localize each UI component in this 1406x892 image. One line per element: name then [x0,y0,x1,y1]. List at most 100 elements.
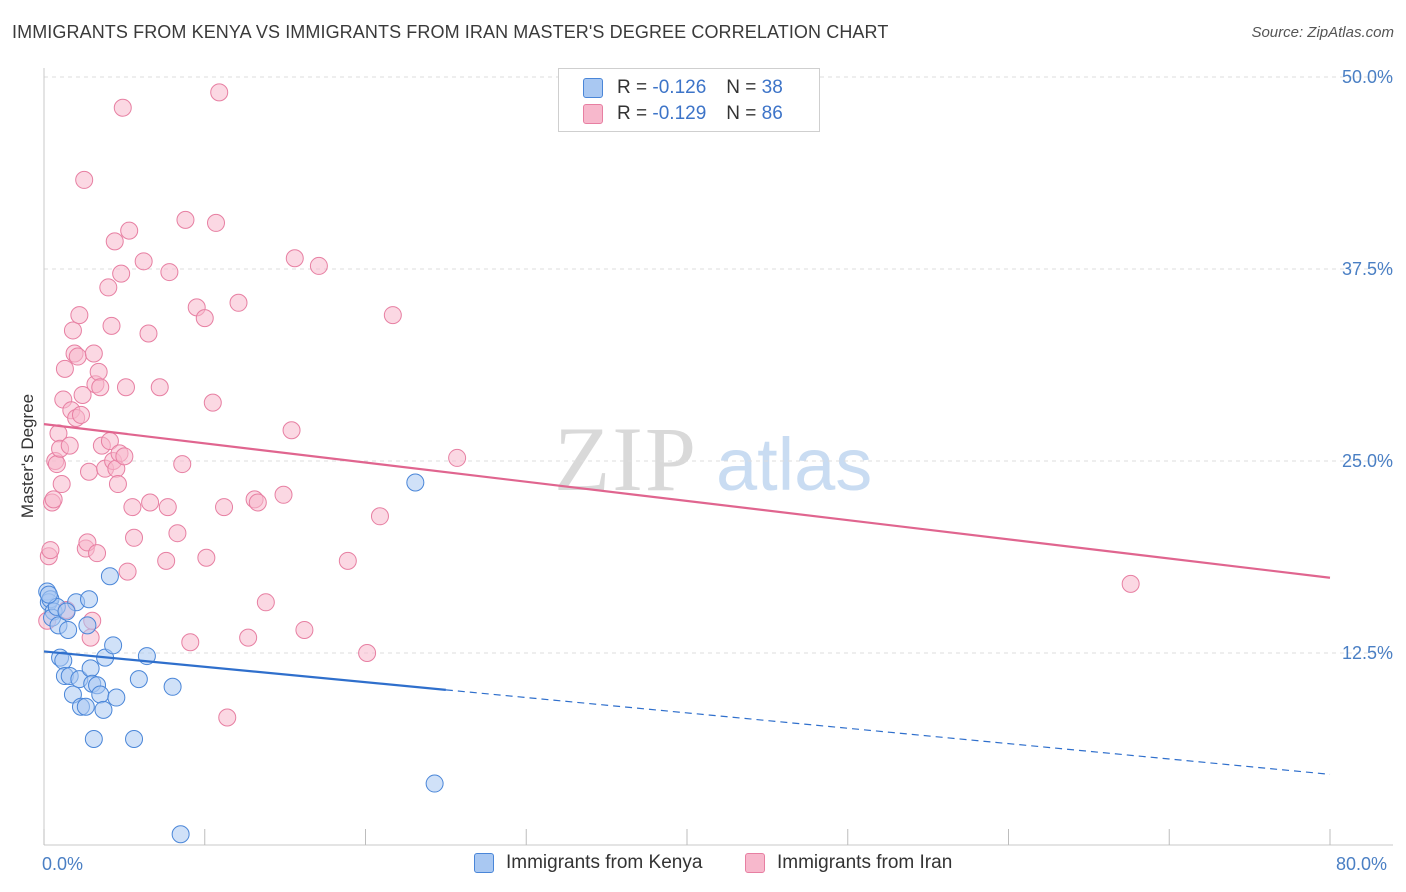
kenya-point [163,677,182,696]
kenya-point [94,700,113,719]
watermark-atlas: atlas [716,423,872,506]
x-tick-max: 80.0% [1336,854,1387,874]
kenya-trend-line-extension [445,689,1331,775]
iran-point [295,620,314,639]
kenya-point [76,697,95,716]
legend-row-iran: R = -0.129 N = 86 [583,101,783,127]
iran-point [116,378,135,397]
chart-source: Source: ZipAtlas.com [1251,24,1394,41]
kenya-point [171,825,190,844]
kenya-point [100,567,119,586]
kenya-point [59,620,78,639]
y-axis-label: Master's Degree [18,394,37,518]
iran-point [285,249,304,268]
kenya-point [91,685,110,704]
gridlines [44,76,1393,654]
iran-point [239,628,258,647]
y-tick-label: 50.0% [1342,67,1393,87]
x-tick-min: 0.0% [42,854,83,874]
kenya-point [406,473,425,492]
kenya-point [84,730,103,749]
iran-point [84,344,103,363]
iran-point [63,321,82,340]
iran-point [309,256,328,275]
iran-trend-line [43,423,1331,579]
iran-point [112,264,131,283]
iran-point [41,541,60,560]
iran-point [215,498,234,517]
iran-point [248,493,267,512]
iran-point [448,448,467,467]
axes [43,68,1393,846]
stats-legend: R = -0.126 N = 38 R = -0.129 N = 86 [558,68,820,132]
iran-point [55,359,74,378]
iran-point [52,475,71,494]
iran-point [89,362,108,381]
kenya-point [78,616,97,635]
kenya-point [104,636,123,655]
legend-row-kenya: R = -0.126 N = 38 [583,75,783,101]
iran-n-value: 86 [761,103,783,124]
x-ticks [43,829,1331,845]
kenya-point [81,659,100,678]
iran-point [150,378,169,397]
iran-point [134,252,153,271]
iran-point [105,232,124,251]
y-tick-label: 37.5% [1342,259,1393,279]
iran-point [338,551,357,570]
iran-point [99,278,118,297]
iran-point [176,210,195,229]
kenya-swatch [583,78,603,98]
iran-swatch [583,104,603,124]
iran-point [108,475,127,494]
kenya-n-value: 38 [761,77,783,98]
kenya-point [107,688,126,707]
bottom-kenya-swatch [474,853,494,873]
iran-point [139,324,158,343]
iran-point [75,170,94,189]
kenya-point [425,774,444,793]
iran-point [71,405,90,424]
iran-point [218,708,237,727]
kenya-point [57,602,76,621]
bottom-legend-kenya: Immigrants from Kenya [474,852,702,874]
iran-point [115,447,134,466]
iran-point [173,455,192,474]
bottom-iran-swatch [745,853,765,873]
iran-point [158,498,177,517]
iran-point [358,644,377,662]
iran-point [141,493,160,512]
iran-r-label: R = [617,103,648,124]
bottom-legend-iran: Immigrants from Iran [745,852,952,874]
iran-point [123,498,142,517]
iran-point [47,455,66,474]
iran-point [125,528,144,547]
iran-point [274,485,293,504]
kenya-r-label: R = [617,77,648,98]
iran-point [168,524,187,543]
iran-points [38,83,1140,727]
iran-point [113,98,132,117]
iran-point [68,347,87,366]
kenya-r-value: -0.126 [652,77,707,98]
y-tick-label: 25.0% [1342,451,1393,471]
iran-point [256,593,275,612]
iran-point [229,293,248,312]
iran-point [370,507,389,526]
kenya-point [125,730,144,749]
iran-point [70,306,89,325]
iran-point [157,551,176,570]
iran-point [118,562,137,581]
iran-point [1121,574,1140,593]
iran-point [383,306,402,325]
kenya-point [80,590,99,609]
iran-point [203,393,222,412]
kenya-trend-line [43,650,446,691]
iran-n-label: N = [726,103,757,124]
iran-point [210,83,229,102]
iran-point [80,462,99,481]
iran-point [160,263,179,282]
iran-point [282,421,301,440]
iran-point [120,221,139,240]
